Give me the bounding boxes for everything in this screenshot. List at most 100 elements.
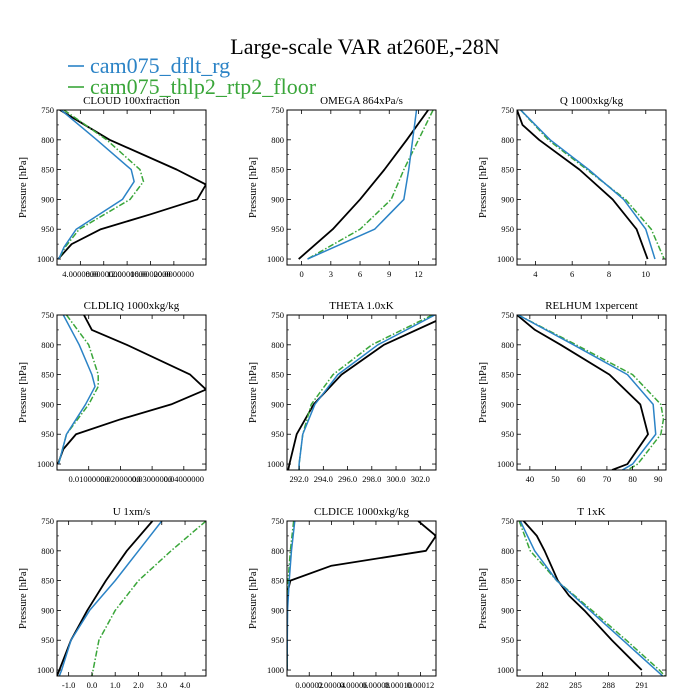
x-tick-label: 90 (654, 474, 663, 484)
panel: U 1xm/s Pressure [hPa] 750 800 850 900 950 1000… (18, 506, 207, 690)
series-reference-line (517, 110, 649, 260)
panel-title: OMEGA 864xPa/s (320, 95, 403, 107)
y-axis-label: Pressure [hPa] (18, 362, 29, 423)
y-tick-label: 950 (501, 429, 514, 439)
series-dflt-line (520, 110, 656, 260)
series-reference-line (57, 110, 206, 260)
x-tick-label: 0.00004 (318, 680, 346, 690)
y-tick-label: 950 (41, 429, 54, 439)
x-tick-label: 288 (602, 680, 615, 690)
y-axis-label: Pressure [hPa] (478, 157, 489, 218)
y-tick-label: 950 (41, 224, 54, 234)
series-group (517, 315, 665, 470)
panel: RELHUM 1xpercent Pressure [hPa] 750 800 850 9… (478, 300, 667, 484)
y-tick-label: 750 (271, 105, 284, 115)
y-tick-label: 850 (41, 576, 54, 586)
y-tick-label: 950 (41, 635, 54, 645)
x-tick-label: 4 (533, 269, 538, 279)
y-tick-label: 900 (41, 605, 54, 615)
x-tick-label: 0.02000000 (100, 474, 140, 484)
series-reference-line (287, 521, 436, 671)
plot-frame (286, 314, 437, 471)
x-tick-label: 40 (526, 474, 535, 484)
panel-title: CLOUD 100xfraction (83, 95, 180, 107)
y-tick-label: 950 (271, 224, 284, 234)
panel: CLDICE 1000xkg/kg Pressure [hPa] 750 800 850… (248, 506, 437, 690)
y-axis-label: Pressure [hPa] (248, 157, 259, 218)
y-tick-label: 850 (271, 370, 284, 380)
x-tick-label: 291 (635, 680, 648, 690)
y-tick-label: 750 (271, 516, 284, 526)
series-group (57, 521, 206, 676)
y-tick-label: 850 (271, 165, 284, 175)
y-tick-label: 1000 (267, 459, 284, 469)
y-tick-label: 900 (271, 399, 284, 409)
legend-label-dflt: cam075_dflt_rg (90, 53, 230, 78)
x-tick-label: 285 (569, 680, 582, 690)
x-tick-label: 80 (628, 474, 637, 484)
y-tick-label: 800 (271, 546, 284, 556)
y-tick-label: 850 (501, 576, 514, 586)
x-tick-label: 300.0 (386, 474, 405, 484)
x-tick-label: 9 (387, 269, 391, 279)
y-tick-label: 950 (271, 429, 284, 439)
plot-frame (56, 109, 207, 266)
series-reference-line (298, 110, 429, 260)
plot-frame (286, 109, 437, 266)
x-tick-label: 0.03000000 (132, 474, 172, 484)
series-group (57, 315, 206, 465)
x-tick-label: 60 (577, 474, 586, 484)
x-tick-label: 292.0 (290, 474, 309, 484)
series-group (518, 521, 666, 676)
panel-title: T 1xK (577, 506, 605, 518)
y-tick-label: 900 (501, 194, 514, 204)
x-tick-label: 294.0 (314, 474, 333, 484)
plot-frame (56, 520, 207, 677)
panel-title: Q 1000xkg/kg (560, 95, 624, 107)
x-tick-label: 1.0 (110, 680, 121, 690)
y-tick-label: 900 (501, 399, 514, 409)
y-tick-label: 1000 (37, 254, 54, 264)
y-axis-label: Pressure [hPa] (478, 362, 489, 423)
panel-title: CLDLIQ 1000xkg/kg (84, 300, 180, 312)
x-tick-label: 12.0000000 (107, 269, 147, 279)
series-dflt-line (517, 315, 657, 470)
panel: CLDLIQ 1000xkg/kg Pressure [hPa] 750 800 850… (18, 300, 207, 484)
series-reference-line (57, 315, 206, 465)
series-group (57, 110, 206, 260)
y-tick-label: 850 (41, 165, 54, 175)
y-tick-label: 750 (41, 516, 54, 526)
x-tick-label: 4.0000000 (62, 269, 98, 279)
y-tick-label: 800 (41, 546, 54, 556)
x-tick-label: 6 (358, 269, 362, 279)
series-dflt-line (298, 315, 436, 470)
y-tick-label: 800 (41, 340, 54, 350)
y-tick-label: 750 (41, 105, 54, 115)
panel: CLOUD 100xfraction Pressure [hPa] 750 800 85… (18, 95, 207, 279)
series-dflt-line (519, 521, 664, 676)
x-tick-label: 0.01000000 (69, 474, 109, 484)
y-tick-label: 850 (41, 370, 54, 380)
x-tick-label: 0.04000000 (164, 474, 204, 484)
y-axis-label: Pressure [hPa] (18, 568, 29, 629)
plot-frame (516, 109, 667, 266)
y-tick-label: 750 (501, 105, 514, 115)
x-tick-label: 20.0000000 (154, 269, 194, 279)
y-tick-label: 850 (501, 165, 514, 175)
y-tick-label: 1000 (37, 459, 54, 469)
y-tick-label: 750 (41, 310, 54, 320)
y-axis-label: Pressure [hPa] (478, 568, 489, 629)
series-reference-line (522, 521, 643, 671)
y-tick-label: 850 (501, 370, 514, 380)
x-tick-label: 0 (299, 269, 303, 279)
series-floor-line (517, 315, 665, 470)
x-tick-label: 2.0 (133, 680, 144, 690)
y-tick-label: 750 (271, 310, 284, 320)
x-tick-label: 16.0000000 (130, 269, 170, 279)
y-axis-label: Pressure [hPa] (248, 568, 259, 629)
y-tick-label: 800 (501, 135, 514, 145)
series-reference-line (517, 315, 649, 470)
y-tick-label: 750 (501, 310, 514, 320)
panel-title: CLDICE 1000xkg/kg (314, 506, 410, 518)
y-tick-label: 950 (501, 635, 514, 645)
